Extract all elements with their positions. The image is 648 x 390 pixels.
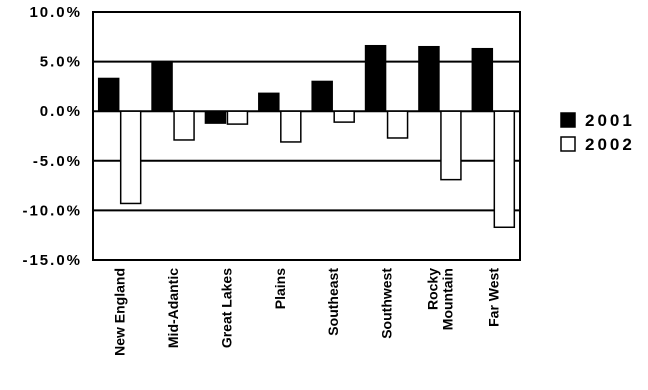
- legend: 2001 2002: [560, 111, 635, 154]
- x-category-label-line: Far West: [485, 268, 501, 327]
- bar-2002-4: [333, 110, 355, 123]
- bar-2002-7: [493, 110, 516, 229]
- legend-label: 2002: [585, 135, 635, 154]
- y-tick-label: 5.0%: [40, 54, 82, 71]
- x-category-label: Great Lakes: [218, 268, 234, 348]
- x-axis-category-labels: New England Mid-Adantic Great Lakes Plains S…: [112, 268, 502, 356]
- bar-2001-7: [471, 47, 494, 112]
- bar-2002-0: [119, 110, 142, 205]
- y-tick-label: -10.0%: [22, 202, 82, 219]
- bars: [97, 44, 516, 229]
- x-category-label-line: New England: [112, 268, 128, 356]
- bar-2001-2: [204, 110, 227, 124]
- bar-2001-4: [311, 80, 333, 112]
- x-category-label-line: Southwest: [379, 268, 395, 339]
- x-category-label: Far West: [485, 268, 501, 327]
- legend-label: 2001: [585, 111, 635, 130]
- x-category-label: New England: [112, 268, 128, 356]
- x-category-label-line: Southeast: [325, 268, 341, 336]
- x-category-label-line: Rocky: [424, 268, 440, 310]
- y-tick-label: 0.0%: [40, 103, 82, 120]
- x-category-label: Plains: [272, 268, 288, 309]
- y-tick-label: 10.0%: [29, 4, 82, 21]
- bar-2002-1: [173, 110, 195, 141]
- x-category-label-line: Mountain: [439, 268, 455, 330]
- x-category-label-line: Mid-Adantic: [165, 268, 181, 348]
- bar-2002-5: [386, 110, 409, 139]
- x-category-label-line: Plains: [272, 268, 288, 309]
- bar-2001-5: [364, 44, 387, 112]
- x-category-label: Mid-Adantic: [165, 268, 181, 348]
- y-tick-label: -5.0%: [33, 153, 82, 170]
- x-category-label-line: Great Lakes: [218, 268, 234, 348]
- x-category-label: Southwest: [379, 268, 395, 339]
- x-category-label: Rocky Mountain: [424, 268, 455, 330]
- bar-2001-3: [258, 92, 280, 112]
- legend-swatch-2002: [560, 136, 576, 152]
- bar-2002-3: [280, 110, 302, 143]
- y-axis-tick-labels: 10.0% 5.0% 0.0% -5.0% -10.0% -15.0%: [22, 4, 82, 269]
- bar-2002-6: [440, 110, 462, 181]
- bar-2002-2: [226, 110, 249, 125]
- bar-2001-0: [97, 77, 120, 112]
- x-category-label: Southeast: [325, 268, 341, 336]
- plot-frame: [92, 11, 521, 261]
- bar-2001-6: [418, 45, 440, 112]
- bar-2001-1: [151, 60, 173, 112]
- legend-swatch-2001: [560, 112, 576, 128]
- y-tick-label: -15.0%: [22, 252, 82, 269]
